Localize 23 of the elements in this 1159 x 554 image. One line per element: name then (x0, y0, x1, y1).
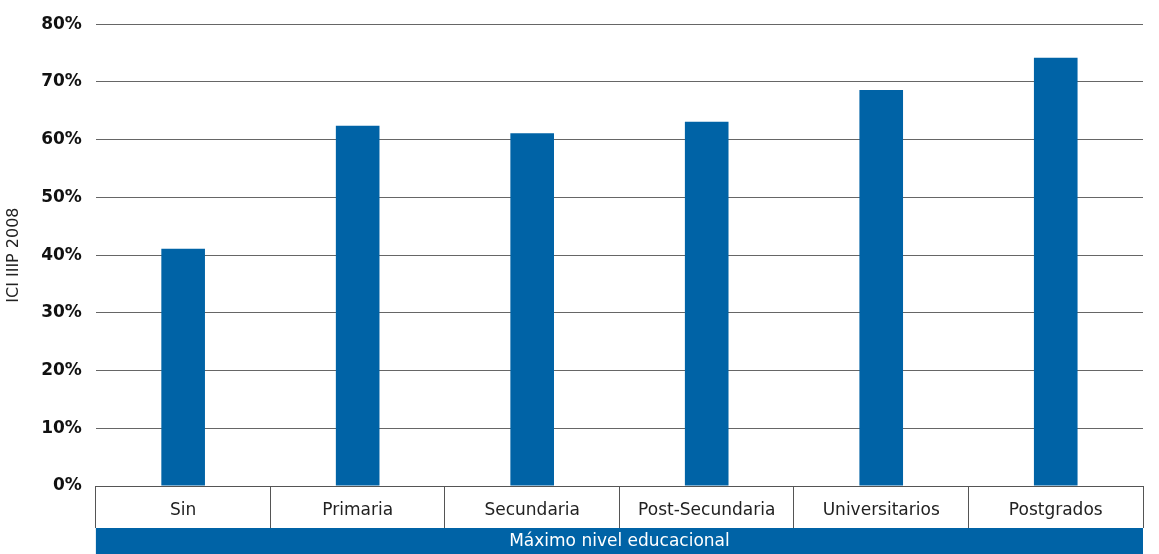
y-tick-label: 10% (41, 416, 82, 437)
x-tick-label: Sin (170, 498, 197, 519)
y-tick-label: 50% (41, 185, 82, 206)
y-tick-label: 80% (41, 12, 82, 33)
bar (510, 133, 554, 486)
bar (859, 90, 904, 486)
y-tick-label: 30% (41, 301, 82, 322)
bar (335, 125, 380, 486)
x-axis-title: Máximo nivel educacional (509, 530, 730, 551)
y-tick-label: 70% (41, 70, 82, 91)
y-tick-label: 20% (41, 358, 82, 379)
y-tick-label: 0% (53, 474, 82, 495)
x-tick-label: Primaria (322, 498, 394, 519)
x-tick-label: Secundaria (484, 498, 580, 519)
x-tick-label: Postgrados (1008, 498, 1103, 519)
y-axis-title: ICI IIIP 2008 (2, 207, 22, 303)
y-tick-label: 40% (41, 243, 82, 264)
x-tick-label: Post-Secundaria (638, 498, 776, 519)
x-tick-label: Universitarios (822, 498, 940, 519)
bar (684, 121, 729, 486)
bar (161, 248, 205, 486)
bar (1033, 57, 1078, 486)
y-tick-label: 60% (41, 128, 82, 149)
